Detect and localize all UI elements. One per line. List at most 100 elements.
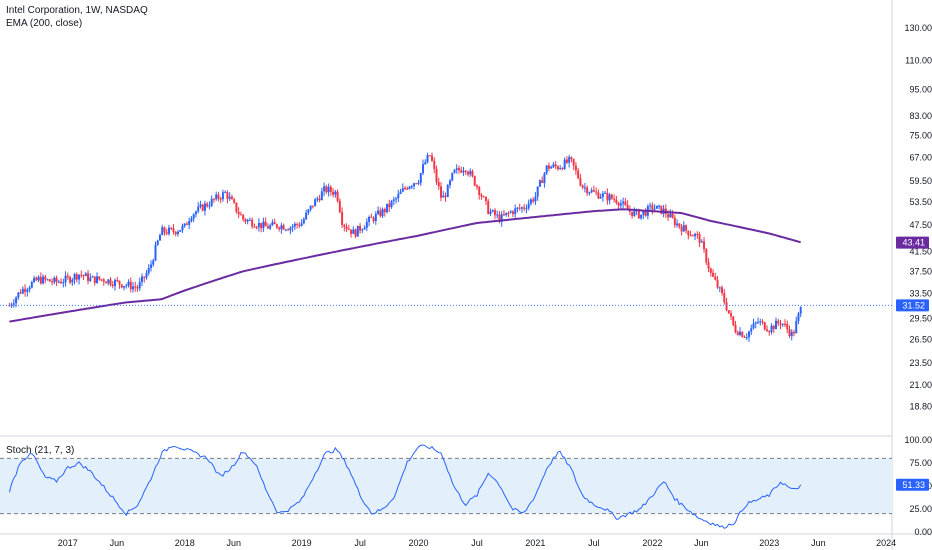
price-tick-label: 110.00 — [905, 56, 932, 66]
candle-up — [520, 207, 523, 209]
candle-down — [143, 276, 146, 278]
candle-down — [730, 313, 733, 317]
candle-up — [73, 274, 76, 280]
candle-down — [482, 196, 485, 198]
candle-down — [572, 158, 575, 166]
candle-down — [644, 211, 647, 216]
candle-up — [390, 201, 393, 208]
candle-up — [46, 279, 49, 281]
candle-down — [498, 214, 501, 222]
candle-down — [768, 331, 771, 333]
candle-up — [543, 173, 546, 184]
candle-up — [588, 192, 591, 194]
candle-down — [296, 223, 299, 225]
candle-down — [779, 323, 782, 325]
candle-up — [752, 323, 755, 329]
candle-up — [449, 180, 452, 186]
candle-up — [302, 219, 305, 224]
stoch-tick-label: 25.00 — [909, 504, 932, 514]
stoch-legend: Stoch (21, 7, 3) — [6, 445, 75, 456]
candle-down — [244, 219, 247, 222]
candle-up — [619, 203, 622, 206]
candle-down — [725, 302, 728, 311]
candle-up — [138, 282, 141, 289]
candle-up — [608, 194, 611, 201]
last-price-badge — [896, 299, 929, 312]
candle-down — [111, 284, 114, 287]
candle-up — [424, 162, 427, 165]
price-tick-label: 59.50 — [909, 176, 932, 186]
candle-down — [615, 199, 618, 203]
candle-down — [484, 196, 487, 201]
candle-down — [298, 224, 301, 226]
candle-down — [102, 279, 105, 282]
candle-up — [64, 275, 67, 283]
candle-down — [698, 234, 701, 243]
candle-up — [534, 196, 537, 202]
candle-down — [579, 178, 582, 186]
candle-up — [799, 307, 802, 314]
candle-down — [581, 185, 584, 188]
candle-down — [55, 277, 58, 282]
time-tick-label: Jun — [694, 538, 709, 548]
candle-up — [563, 159, 566, 170]
candle-up — [316, 198, 319, 200]
candle-up — [795, 321, 798, 334]
candle-down — [741, 331, 744, 337]
candle-up — [215, 194, 218, 200]
candle-down — [93, 276, 96, 284]
candle-down — [631, 211, 634, 216]
candle-up — [774, 320, 777, 330]
candle-down — [109, 279, 112, 285]
candle-down — [732, 316, 735, 326]
candle-down — [464, 170, 467, 172]
candle-down — [134, 286, 137, 288]
candle-down — [613, 198, 616, 200]
candle-up — [190, 218, 193, 222]
candle-up — [15, 297, 18, 304]
candle-down — [415, 183, 418, 185]
candle-up — [53, 277, 56, 283]
candle-up — [516, 207, 519, 209]
candle-down — [287, 229, 290, 231]
candle-up — [399, 191, 402, 194]
candle-up — [284, 229, 287, 231]
stoch-line — [8, 444, 802, 529]
candle-down — [370, 216, 373, 218]
candle-up — [320, 191, 323, 201]
stoch-pane — [0, 444, 892, 529]
candle-down — [721, 287, 724, 294]
candle-up — [669, 213, 672, 218]
candle-down — [763, 322, 766, 330]
candle-down — [691, 235, 694, 237]
time-tick-label: 2017 — [58, 538, 78, 548]
candle-up — [386, 203, 389, 213]
candle-down — [255, 227, 258, 229]
candle-down — [561, 168, 564, 170]
candle-down — [260, 222, 263, 229]
candle-down — [570, 157, 573, 159]
candle-up — [132, 286, 135, 290]
candle-up — [633, 210, 636, 216]
candle-up — [199, 204, 202, 207]
candle-up — [10, 304, 13, 306]
candle-up — [653, 208, 656, 210]
candle-up — [718, 287, 721, 289]
candle-up — [140, 276, 143, 283]
time-tick-label: 2018 — [175, 538, 195, 548]
candle-down — [792, 331, 795, 334]
candle-down — [556, 166, 559, 170]
candle-up — [154, 244, 157, 261]
price-tick-label: 37.50 — [909, 266, 932, 276]
candle-down — [577, 170, 580, 179]
candle-down — [233, 199, 236, 203]
candle-down — [574, 165, 577, 171]
candle-up — [797, 313, 800, 322]
time-tick-label: 2024 — [876, 538, 896, 548]
candle-down — [460, 170, 463, 173]
candle-down — [163, 227, 166, 233]
candle-down — [473, 176, 476, 186]
candle-up — [289, 227, 292, 231]
price-tick-label: 29.50 — [909, 313, 932, 323]
candle-up — [210, 198, 213, 206]
